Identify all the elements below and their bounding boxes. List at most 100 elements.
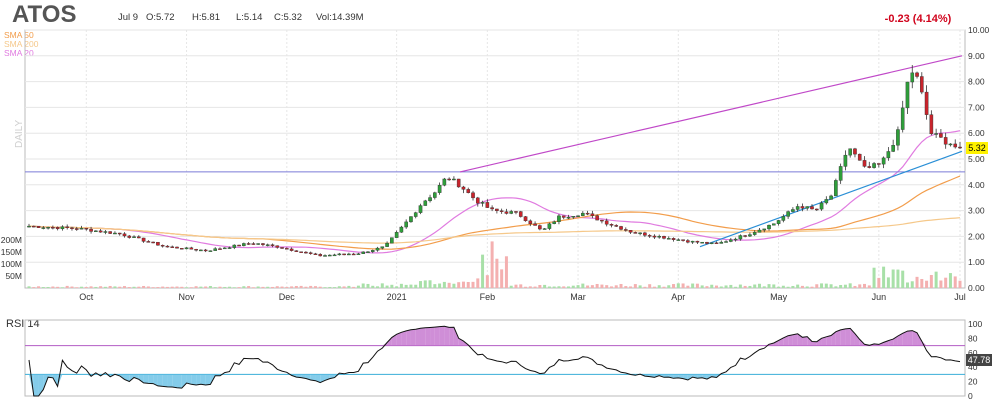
quote-open: O:5.72: [146, 12, 175, 23]
candle-body: [104, 232, 107, 233]
candle-body: [271, 245, 274, 246]
volume-bar: [300, 286, 303, 288]
volume-bar: [285, 287, 288, 288]
volume-bar: [519, 284, 522, 288]
candle-body: [548, 224, 551, 229]
candle-body: [314, 254, 317, 255]
candle-body: [887, 151, 890, 157]
candle-body: [896, 130, 899, 146]
candle-body: [242, 243, 245, 245]
candle-body: [491, 208, 494, 209]
rsi-oversold-fill: [172, 374, 177, 387]
volume-bar: [118, 287, 121, 288]
volume-bar: [80, 287, 83, 288]
candle-body: [658, 236, 661, 237]
volume-bar: [686, 286, 689, 288]
candle-body: [939, 133, 942, 137]
candle-body: [405, 222, 408, 227]
candle-body: [85, 228, 88, 229]
candle-body: [915, 73, 918, 77]
volume-bar: [634, 284, 637, 288]
candlesticks: [27, 65, 961, 257]
ticker-symbol: ATOS: [12, 1, 76, 28]
volume-bar: [605, 285, 608, 288]
candle-body: [844, 155, 847, 166]
candle-body: [462, 187, 465, 189]
volume-bar: [586, 286, 589, 288]
rsi-overbought-fill: [802, 337, 807, 346]
candle-body: [495, 209, 498, 211]
volume-bar: [405, 285, 408, 288]
candle-body: [820, 203, 823, 209]
rsi-overbought-fill: [788, 335, 793, 346]
volume-bar: [228, 287, 231, 288]
price-axis-ticks: 0.001.002.003.004.005.006.007.008.009.00…: [968, 25, 990, 293]
volume-bar: [753, 285, 756, 288]
rsi-overbought-fill: [845, 328, 850, 345]
rsi-oversold-fill: [206, 374, 211, 385]
volume-bar: [806, 286, 809, 288]
volume-bar: [791, 286, 794, 288]
candle-body: [877, 163, 880, 164]
volume-bar: [257, 287, 260, 288]
volume-bar: [214, 287, 217, 288]
price-tick-label: 9.00: [968, 51, 985, 61]
volume-bar: [56, 287, 59, 288]
volume-bar: [486, 275, 489, 288]
candle-body: [524, 217, 527, 221]
volume-bar: [209, 286, 212, 288]
month-tick-label: Oct: [79, 292, 94, 302]
volume-bar: [190, 287, 193, 288]
candle-body: [70, 228, 73, 229]
volume-bar: [705, 286, 708, 288]
candle-body: [75, 229, 78, 230]
volume-bar: [85, 287, 88, 288]
candle-body: [825, 199, 828, 203]
volume-bar: [328, 287, 331, 288]
candle-body: [280, 247, 283, 248]
candle-body: [89, 229, 92, 231]
volume-bar: [577, 285, 580, 288]
candle-body: [166, 246, 169, 247]
candle-body: [605, 221, 608, 224]
candle-body: [385, 243, 388, 247]
volume-bar: [534, 287, 537, 288]
volume-bar: [304, 287, 307, 288]
volume-bar: [514, 285, 517, 288]
candle-body: [581, 213, 584, 216]
volume-bar: [238, 287, 241, 288]
month-tick-label: Jun: [872, 292, 887, 302]
volume-bar: [137, 287, 140, 288]
candle-body: [338, 254, 341, 255]
volume-bar: [104, 287, 107, 288]
volume-bar: [32, 287, 35, 288]
volume-bar: [295, 286, 298, 288]
candle-body: [366, 252, 369, 253]
month-tick-label: May: [770, 292, 788, 302]
volume-bar: [176, 287, 179, 288]
volume-bar: [271, 287, 274, 288]
candle-body: [295, 251, 298, 252]
rsi-overbought-fill: [430, 327, 435, 346]
volume-bar: [591, 285, 594, 288]
volume-bar: [916, 277, 919, 288]
month-tick-label: Jul: [954, 292, 966, 302]
candle-body: [801, 206, 804, 208]
volume-bar: [156, 287, 159, 288]
volume-bar: [347, 286, 350, 288]
candle-body: [815, 209, 818, 210]
candle-body: [452, 179, 455, 180]
volume-tick-label: 200M: [1, 235, 22, 245]
candle-body: [395, 232, 398, 237]
candle-body: [619, 226, 622, 229]
volume-bar: [858, 284, 861, 288]
volume-bar: [529, 286, 532, 288]
volume-bar: [491, 241, 494, 288]
volume-bar: [452, 284, 455, 288]
volume-bar: [839, 285, 842, 288]
